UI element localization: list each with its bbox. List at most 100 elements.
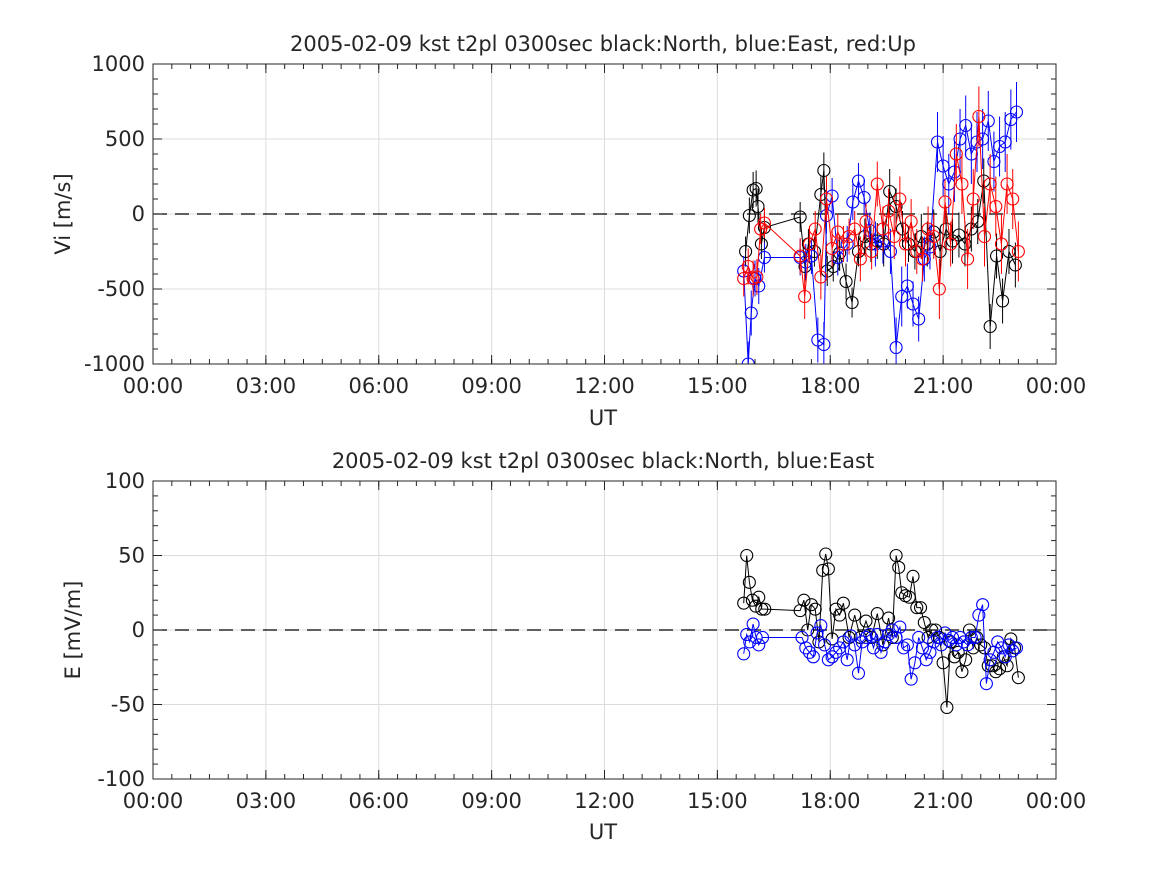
x-tick-label: 09:00: [461, 789, 522, 813]
data-point: [934, 638, 948, 652]
data-point: [882, 204, 896, 218]
x-tick-label: 00:00: [123, 789, 184, 813]
data-point: [1011, 671, 1025, 685]
data-point: [1000, 177, 1014, 191]
data-point: [755, 630, 770, 645]
data-point: [998, 135, 1012, 149]
data-point: [737, 271, 751, 286]
x-tick-label: 03:00: [236, 374, 297, 398]
data-point: [959, 653, 973, 667]
data-point: [906, 569, 920, 583]
data-point: [737, 596, 751, 610]
data-point: [958, 237, 972, 251]
data-point: [892, 560, 906, 574]
plot-area: [737, 547, 1025, 715]
x-tick-label: 21:00: [913, 789, 974, 813]
efield-ylabel: E [mV/m]: [61, 581, 85, 680]
data-point: [955, 665, 969, 679]
data-point: [840, 653, 854, 667]
data-point: [876, 638, 890, 652]
data-point: [754, 237, 768, 251]
y-tick-label: 500: [105, 127, 145, 151]
data-point: [913, 601, 928, 615]
data-point: [868, 237, 882, 251]
x-tick-label: 06:00: [348, 374, 409, 398]
data-point: [803, 645, 817, 659]
data-point: [895, 289, 909, 304]
data-point: [846, 195, 860, 209]
data-point: [740, 548, 754, 563]
data-point: [961, 638, 975, 652]
data-point: [808, 222, 822, 236]
data-point: [826, 259, 840, 274]
data-point: [900, 638, 914, 652]
data-point: [741, 259, 755, 274]
data-point: [833, 608, 847, 622]
data-point: [870, 627, 884, 642]
data-point: [810, 626, 824, 640]
data-point: [900, 279, 914, 293]
data-point: [752, 590, 766, 604]
data-point: [895, 586, 909, 600]
data-point: [749, 630, 763, 645]
data-point: [953, 132, 967, 146]
data-point: [966, 192, 980, 206]
data-point: [851, 244, 866, 259]
data-point: [977, 229, 992, 244]
data-point: [898, 237, 913, 251]
data-point: [1006, 644, 1020, 658]
data-point: [746, 617, 760, 631]
data-point: [930, 135, 945, 149]
data-point: [863, 627, 877, 642]
data-point: [989, 199, 1003, 214]
data-point: [851, 174, 866, 188]
y-tick-label: -1000: [84, 352, 145, 376]
data-point: [885, 630, 899, 645]
data-point: [750, 270, 764, 284]
data-point: [829, 645, 843, 659]
data-point: [876, 222, 890, 236]
velocity-ylabel: Vi [m/s]: [51, 173, 75, 254]
series-line: [743, 604, 1017, 684]
data-point: [983, 653, 997, 667]
data-point: [952, 228, 966, 242]
data-point: [844, 629, 858, 643]
data-point: [927, 229, 941, 244]
data-point: [959, 118, 973, 133]
data-point: [915, 641, 929, 655]
data-point: [831, 225, 845, 239]
data-point: [1009, 641, 1024, 655]
data-point: [882, 611, 896, 625]
data-point: [798, 289, 812, 304]
y-tick-label: 100: [105, 469, 145, 493]
data-point: [964, 630, 978, 645]
data-point: [945, 630, 960, 645]
data-point: [897, 641, 911, 655]
data-point: [870, 177, 884, 191]
data-point: [817, 337, 831, 352]
data-point: [817, 163, 831, 178]
series-east: [737, 598, 1024, 691]
data-point: [863, 223, 877, 238]
data-point: [990, 249, 1004, 263]
data-point: [797, 593, 811, 607]
efield-title: 2005-02-09 kst t2pl 0300sec black:North,…: [332, 449, 874, 473]
series-line: [743, 553, 1019, 708]
data-point: [851, 666, 866, 680]
data-point: [848, 222, 862, 236]
data-point: [799, 641, 813, 655]
data-point: [819, 192, 834, 206]
data-point: [882, 627, 896, 642]
y-tick-label: 1000: [92, 52, 145, 76]
data-point: [825, 650, 839, 664]
data-point: [915, 252, 929, 266]
data-point: [804, 598, 818, 612]
data-point: [917, 615, 931, 630]
series-line: [743, 111, 1017, 364]
data-point: [859, 614, 873, 628]
data-point: [955, 177, 969, 191]
data-point: [741, 357, 755, 364]
velocity-title: 2005-02-09 kst t2pl 0300sec black:North,…: [290, 32, 916, 56]
data-point: [806, 650, 820, 664]
